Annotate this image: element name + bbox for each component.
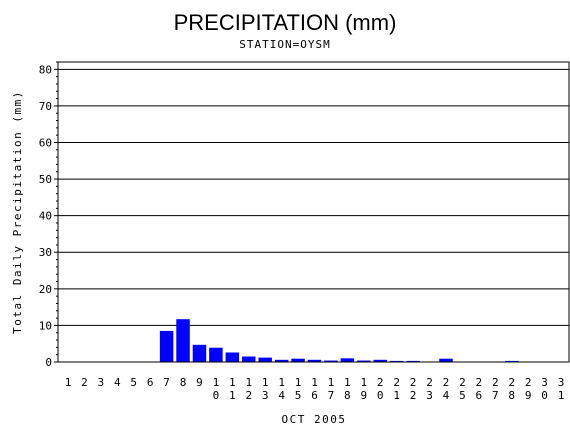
x-tick-label: 9 [196,376,203,389]
y-tick-label: 10 [39,319,52,332]
y-tick-label: 20 [39,283,52,296]
x-tick-label: 3 [98,376,105,389]
precip-bar [258,357,272,362]
y-tick-label: 40 [39,210,52,223]
precip-bar [192,344,207,362]
x-tick-label: 8 [180,376,187,389]
y-minor-ticks [56,61,58,356]
precip-bar [373,359,387,362]
plot-frame [57,61,570,363]
precip-bar [340,358,355,362]
precip-bar [242,356,256,362]
x-tick-label: 4 [114,376,121,389]
x-tick-label: 5 [130,376,137,389]
y-tick-label: 0 [45,356,52,369]
y-tick-labels: 0 10 20 30 40 50 60 70 80 [39,63,58,369]
precip-bar [406,360,420,362]
y-tick-label: 70 [39,100,52,113]
precip-bar [357,360,371,362]
chart-title: PRECIPITATION (mm) [174,10,397,35]
x-axis-label: OCT 2005 [282,413,347,426]
grid-lines [58,68,569,326]
precip-bar [274,359,289,362]
bars-group [159,319,519,362]
chart-subtitle: STATION=OYSM [239,38,330,51]
x-tick-label: 7 [163,376,170,389]
x-tick-label: 6 [147,376,154,389]
y-axis-label: Total Daily Precipitation (mm) [11,90,24,334]
x-tick-label: 1 [65,376,72,389]
precip-bar [176,319,190,362]
precip-bar [159,330,174,362]
precip-bar [439,358,453,362]
y-tick-label: 50 [39,173,52,186]
precip-bar [324,360,338,362]
precip-bar [307,359,322,362]
x-tick-labels: 1 2 3 4 5 6 7 8 9 1 01 11 21 31 41 51 61 71 81 92 02 12 22 32 42… [65,376,565,402]
precip-bar [291,358,305,362]
y-tick-label: 30 [39,246,52,259]
y-tick-label: 80 [39,63,52,76]
x-tick-label: 2 [81,376,88,389]
precip-bar [209,347,223,362]
y-tick-label: 60 [39,136,52,149]
precip-bar [504,360,519,362]
precip-bar [389,360,404,362]
precip-bar [225,352,240,362]
